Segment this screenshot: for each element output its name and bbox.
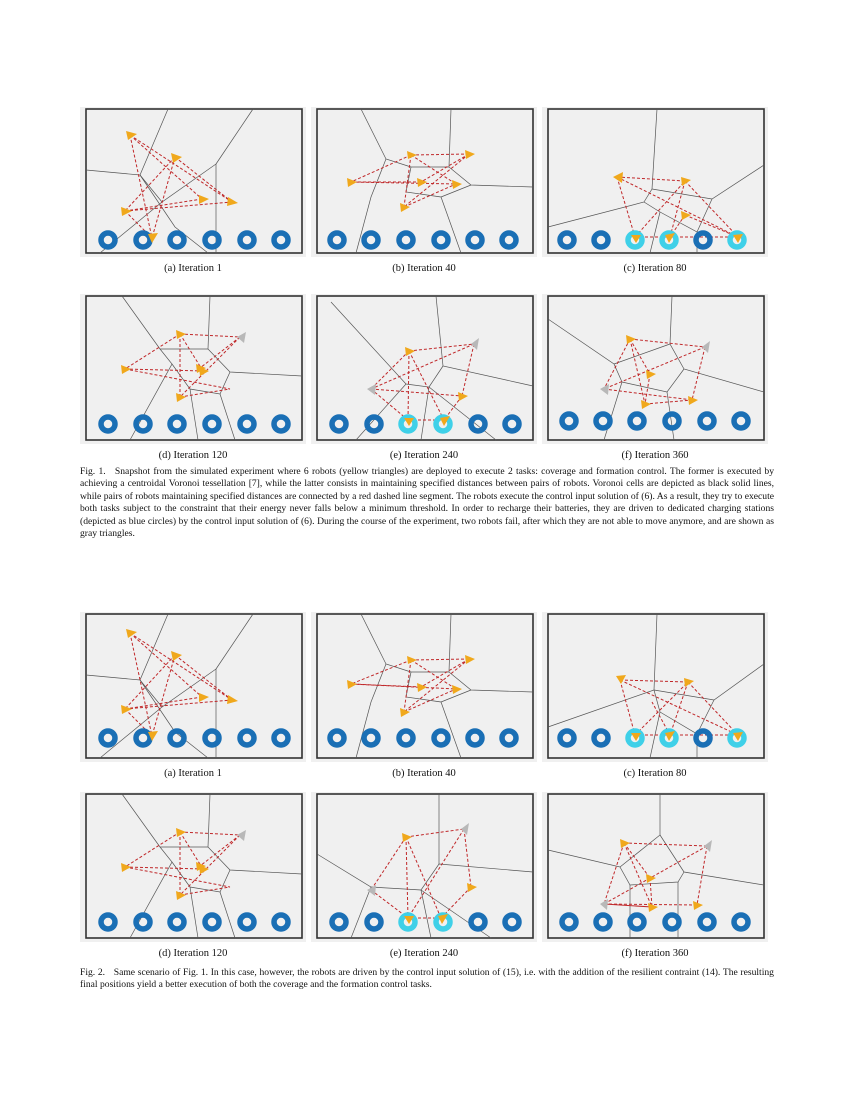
panel-caption: (b) Iteration 40	[392, 263, 456, 274]
figure-2-caption: Fig. 2. Same scenario of Fig. 1. In this…	[80, 967, 774, 992]
panel-caption: (a) Iteration 1	[164, 768, 222, 779]
panel-caption: (a) Iteration 1	[164, 263, 222, 274]
panel-caption: (b) Iteration 40	[392, 768, 456, 779]
simulation-plot	[80, 294, 306, 444]
figure-1-caption: Fig. 1. Snapshot from the simulated expe…	[80, 466, 774, 540]
panel-2c: (c) Iteration 80	[542, 612, 768, 779]
simulation-plot	[542, 294, 768, 444]
panel-caption: (d) Iteration 120	[158, 450, 228, 461]
simulation-plot	[542, 107, 768, 257]
simulation-plot	[80, 792, 306, 942]
panel-2d: (d) Iteration 120	[80, 792, 306, 959]
panel-caption: (c) Iteration 80	[623, 263, 687, 274]
simulation-plot	[311, 612, 537, 762]
figure-label: Fig. 2.	[80, 967, 106, 978]
simulation-plot	[542, 792, 768, 942]
panel-1f: (f) Iteration 360	[542, 294, 768, 461]
caption-text: Same scenario of Fig. 1. In this case, h…	[80, 967, 774, 991]
panel-caption: (e) Iteration 240	[389, 948, 459, 959]
panel-caption: (d) Iteration 120	[158, 948, 228, 959]
panel-2f: (f) Iteration 360	[542, 792, 768, 959]
caption-text: Snapshot from the simulated experiment w…	[80, 466, 774, 540]
panel-1d: (d) Iteration 120	[80, 294, 306, 461]
panel-caption: (f) Iteration 360	[621, 948, 689, 959]
panel-2a: (a) Iteration 1	[80, 612, 306, 779]
panel-caption: (c) Iteration 80	[623, 768, 687, 779]
simulation-plot	[311, 107, 537, 257]
panel-1b: (b) Iteration 40	[311, 107, 537, 274]
simulation-plot	[80, 612, 306, 762]
panel-2b: (b) Iteration 40	[311, 612, 537, 779]
panel-2e: (e) Iteration 240	[311, 792, 537, 959]
panel-caption: (f) Iteration 360	[621, 450, 689, 461]
panel-1e: (e) Iteration 240	[311, 294, 537, 461]
simulation-plot	[311, 792, 537, 942]
simulation-plot	[542, 612, 768, 762]
simulation-plot	[311, 294, 537, 444]
panel-1a: (a) Iteration 1	[80, 107, 306, 274]
figure-label: Fig. 1.	[80, 466, 106, 477]
panel-caption: (e) Iteration 240	[389, 450, 459, 461]
panel-1c: (c) Iteration 80	[542, 107, 768, 274]
simulation-plot	[80, 107, 306, 257]
